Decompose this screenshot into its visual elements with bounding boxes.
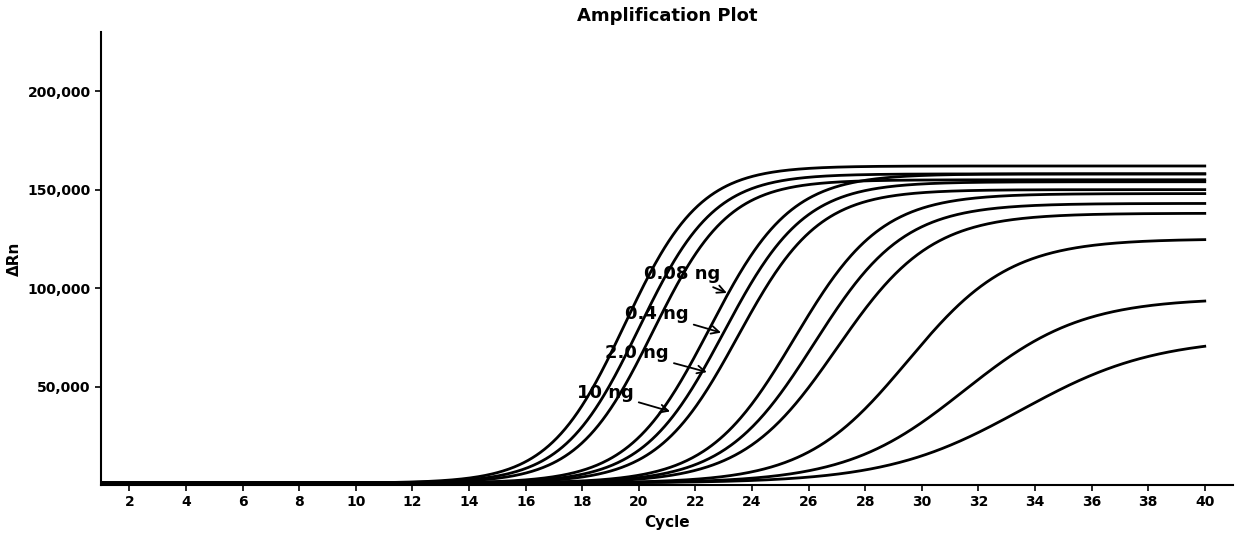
X-axis label: Cycle: Cycle [645, 515, 689, 530]
Text: 2.0 ng: 2.0 ng [605, 344, 704, 373]
Text: 0.08 ng: 0.08 ng [645, 265, 725, 293]
Title: Amplification Plot: Amplification Plot [577, 7, 758, 25]
Y-axis label: ΔRn: ΔRn [7, 242, 22, 276]
Text: 0.4 ng: 0.4 ng [625, 304, 719, 333]
Text: 10 ng: 10 ng [577, 383, 668, 412]
